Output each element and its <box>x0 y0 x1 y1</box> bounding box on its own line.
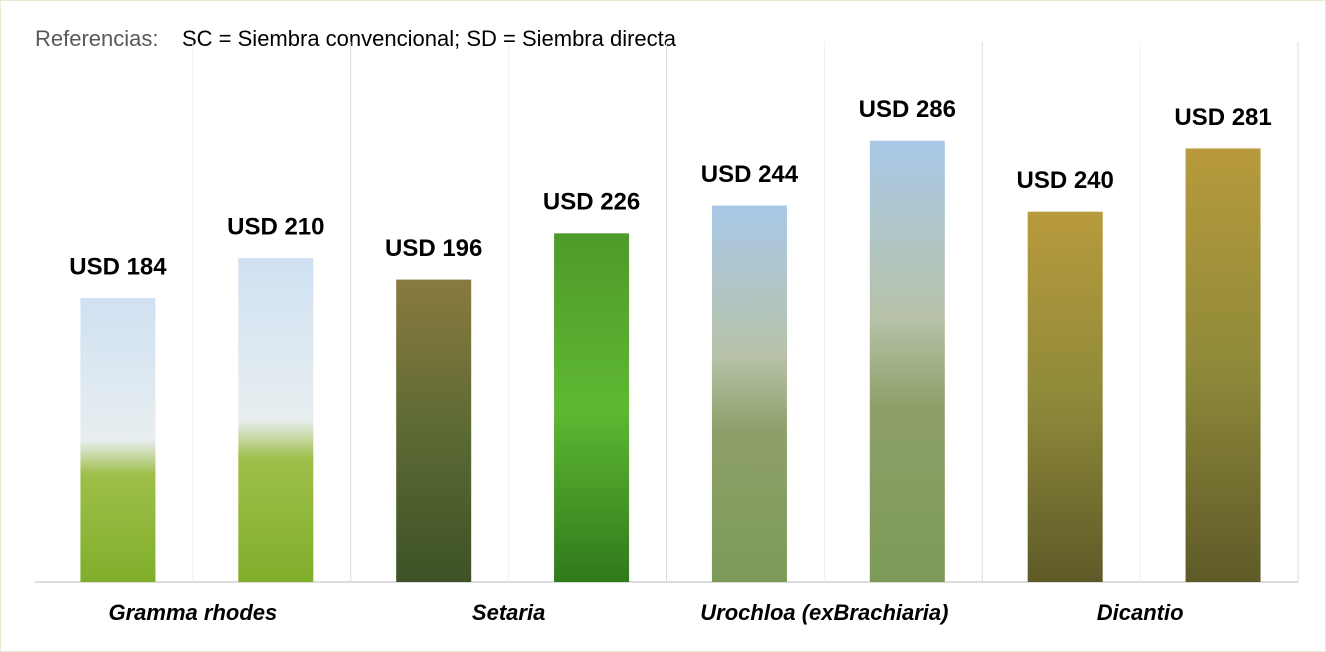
value-label: USD 240 <box>1016 167 1113 194</box>
value-label: USD 184 <box>69 253 167 280</box>
value-label: USD 210 <box>227 213 324 240</box>
bar <box>396 279 472 582</box>
bar <box>238 258 314 582</box>
bar <box>554 233 630 583</box>
x-tick-label: Urochloa (exBrachiaria) <box>700 600 948 625</box>
value-label: USD 286 <box>859 96 956 123</box>
value-label: USD 226 <box>543 189 640 216</box>
note: SC = Siembra convencional; SD = Siembra … <box>182 26 677 51</box>
x-tick-label: Dicantio <box>1097 600 1184 625</box>
value-label: USD 196 <box>385 235 482 262</box>
note-label: Referencias: <box>35 26 159 51</box>
bar <box>1027 211 1103 582</box>
value-label: USD 281 <box>1174 104 1271 131</box>
value-label: USD 244 <box>701 161 799 188</box>
bar <box>869 140 945 582</box>
bar <box>1185 148 1261 582</box>
x-tick-label: Gramma rhodes <box>109 600 278 625</box>
bar <box>80 298 156 582</box>
bar <box>711 205 787 583</box>
x-tick-label: Setaria <box>472 600 545 625</box>
